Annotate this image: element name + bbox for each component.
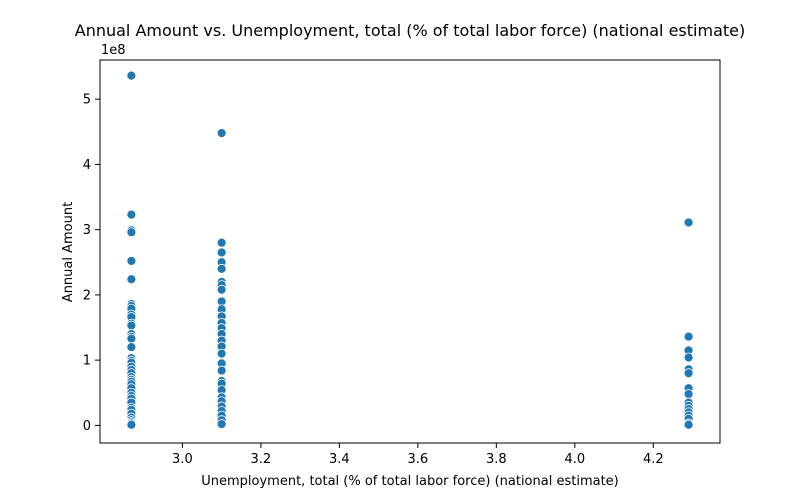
data-point [216, 237, 227, 248]
data-point [126, 256, 137, 266]
data-point [126, 227, 137, 238]
y-tick-label: 0 [83, 419, 91, 434]
x-tick-label: 3.6 [408, 452, 429, 467]
data-point [683, 389, 694, 399]
x-tick-label: 4.0 [564, 452, 585, 467]
data-point [216, 284, 227, 295]
data-point [126, 70, 137, 81]
x-tick-label: 3.2 [251, 452, 272, 467]
data-point [126, 419, 137, 430]
y-tick-label: 4 [83, 158, 91, 173]
x-axis: 3.0 3.2 3.4 3.6 3.8 4.0 4.2 [172, 443, 664, 467]
y-tick-label: 1 [83, 354, 91, 369]
x-axis-label: Unemployment, total (% of total labor fo… [201, 474, 619, 489]
data-point [216, 247, 227, 258]
data-point [126, 209, 137, 220]
chart-title: Annual Amount vs. Unemployment, total (%… [75, 21, 745, 40]
plot-area [99, 59, 721, 444]
scatter-points [126, 70, 694, 430]
data-point [126, 274, 137, 285]
x-tick-label: 3.8 [486, 452, 507, 467]
y-axis-label: Annual Amount [61, 202, 76, 302]
y-axis: 0 1 2 3 4 5 [83, 93, 100, 434]
data-point [683, 331, 694, 342]
data-point [683, 217, 694, 228]
y-tick-label: 5 [83, 93, 91, 108]
data-point [216, 128, 227, 138]
data-point [126, 333, 137, 344]
data-point [683, 419, 694, 430]
data-point [216, 365, 227, 376]
y-tick-label: 3 [83, 223, 91, 238]
y-offset-label: 1e8 [101, 43, 126, 58]
x-tick-label: 3.0 [172, 452, 193, 467]
data-point [126, 342, 137, 352]
x-tick-label: 4.2 [643, 452, 664, 467]
data-point [683, 368, 694, 379]
y-tick-label: 2 [83, 288, 91, 303]
data-point [126, 320, 137, 331]
data-point [216, 419, 227, 429]
data-point [216, 263, 227, 274]
data-point [683, 352, 694, 363]
data-point [216, 348, 227, 359]
x-tick-label: 3.4 [329, 452, 350, 467]
